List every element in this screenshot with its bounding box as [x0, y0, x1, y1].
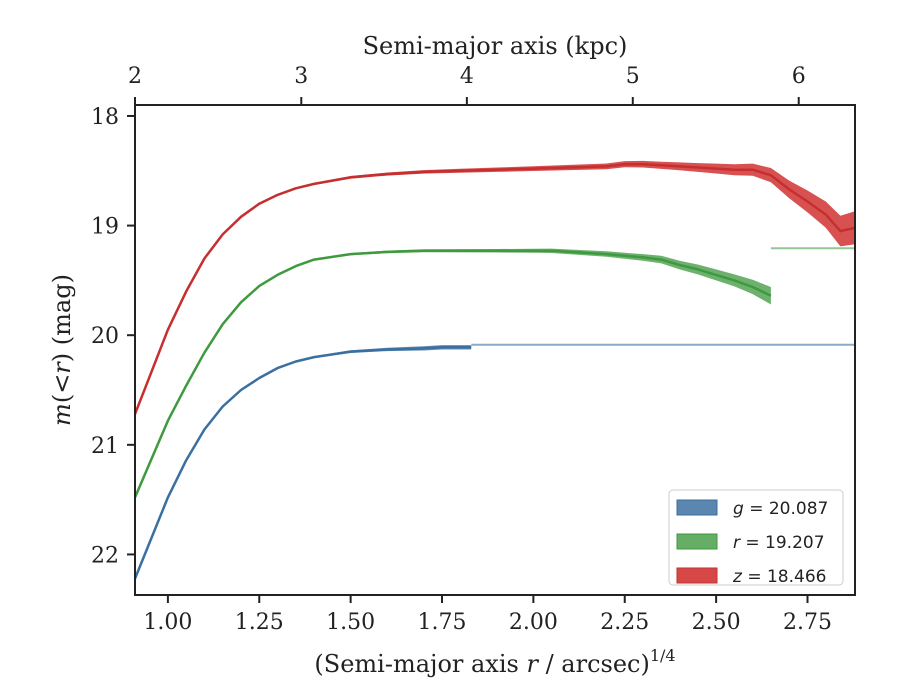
top-tick-label: 2	[128, 64, 142, 89]
y-tick-label: 22	[91, 543, 119, 568]
legend-label: r = 19.207	[733, 533, 825, 553]
legend-label: z = 18.466	[732, 567, 826, 587]
series-3-curve	[133, 162, 856, 415]
top-tick-label: 5	[626, 64, 640, 89]
asymptote-lines	[471, 247, 855, 346]
x-tick-label: 1.00	[143, 610, 192, 635]
y-axis-title: m(<r) (mag)	[48, 274, 76, 426]
bottom-axis-title: (Semi-major axis r / arcsec)1/4	[314, 646, 675, 678]
x-tick-label: 1.50	[326, 610, 375, 635]
top-tick-label: 4	[460, 64, 474, 89]
x-tick-label: 2.50	[692, 610, 741, 635]
series-curves	[133, 162, 856, 580]
y-tick-label: 19	[91, 215, 119, 240]
legend-label: g = 20.087	[733, 499, 828, 519]
top-tick-label: 6	[792, 64, 806, 89]
series-3-band	[135, 160, 855, 415]
x-tick-label: 2.25	[600, 610, 649, 635]
legend: g = 20.087 r = 19.207 z = 18.466	[668, 489, 844, 587]
x-tick-label: 2.75	[783, 610, 832, 635]
x-tick-label: 1.25	[235, 610, 284, 635]
y-tick-label: 18	[91, 105, 119, 130]
legend-swatch	[676, 499, 718, 516]
y-tick-label: 21	[91, 434, 119, 459]
y-tick-label: 20	[91, 324, 119, 349]
x-tick-label: 1.75	[418, 610, 467, 635]
legend-swatch	[676, 533, 718, 550]
plot-frame	[134, 104, 856, 596]
top-axis-title: Semi-major axis (kpc)	[363, 32, 628, 60]
x-tick-label: 2.00	[509, 610, 558, 635]
series-1-curve	[133, 346, 472, 580]
top-tick-label: 3	[294, 64, 308, 89]
axes: 1.00 1.25 1.50 1.75 2.00 2.25 2.50 2.75 18 19 20 21…	[91, 64, 832, 635]
legend-swatch	[676, 567, 718, 584]
series-2-curve	[133, 249, 772, 498]
